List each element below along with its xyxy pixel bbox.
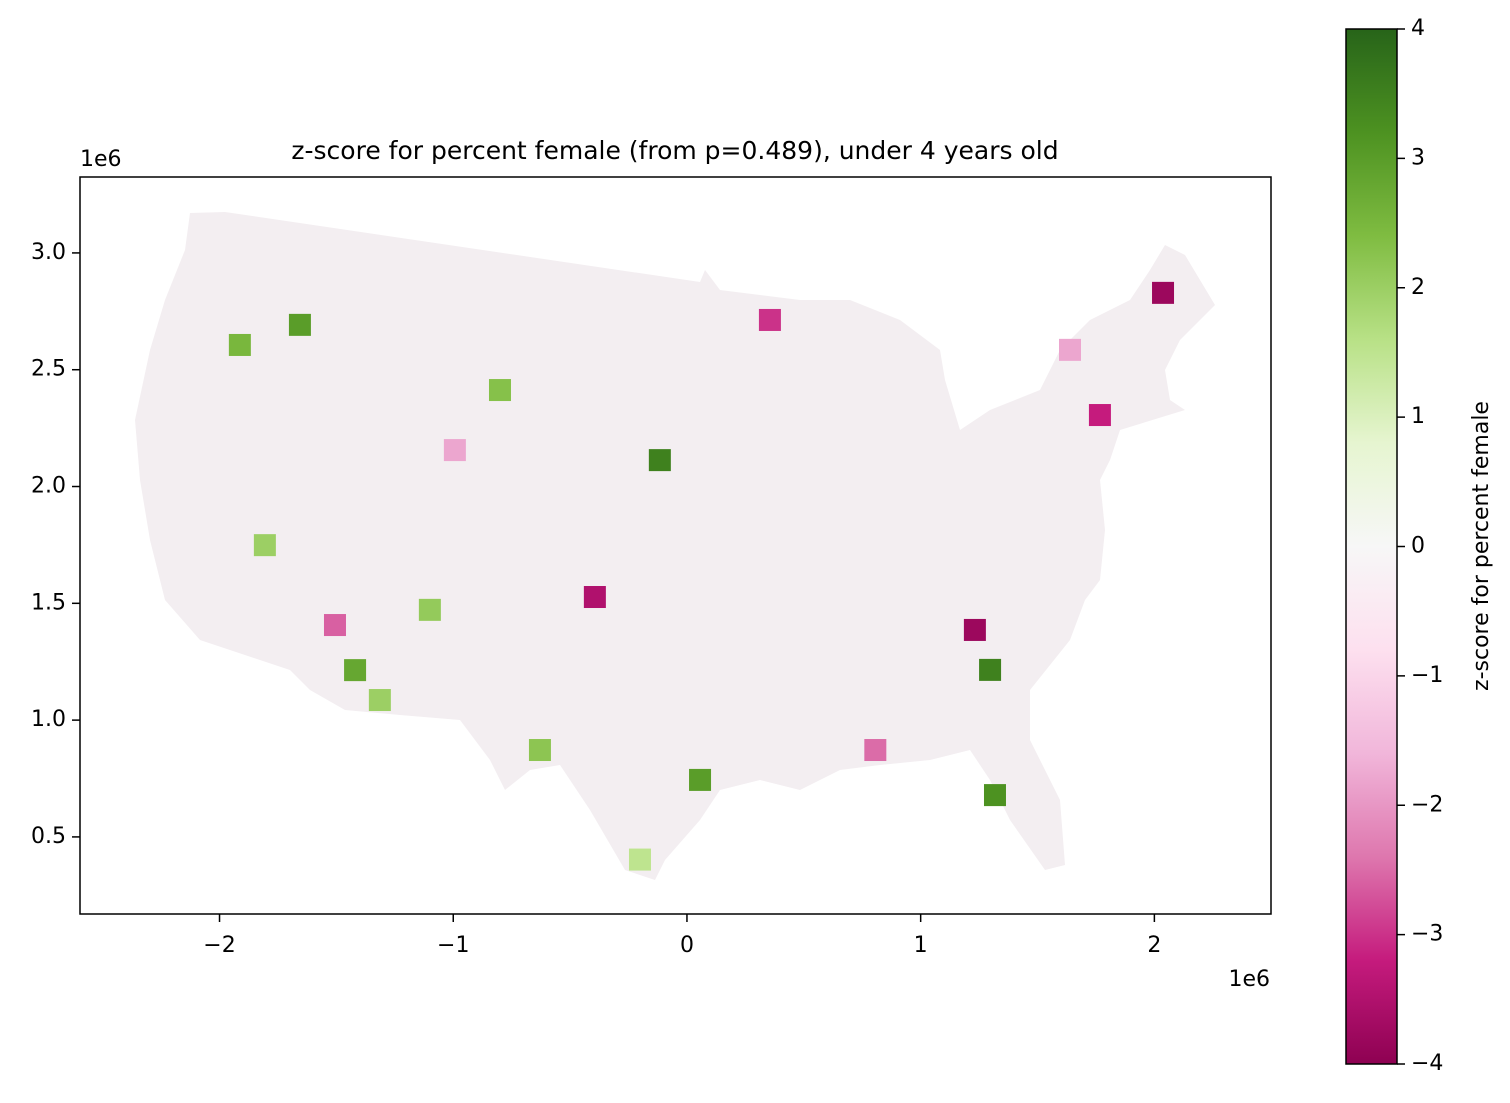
y-tick-label: 1.0 <box>31 707 66 732</box>
x-tick-label: −2 <box>203 933 235 958</box>
region <box>979 658 1002 681</box>
x-tick-label: −1 <box>437 933 469 958</box>
region <box>323 614 346 637</box>
region <box>418 598 441 621</box>
region <box>344 659 367 682</box>
colorbar-tick-label: 2 <box>1411 275 1425 300</box>
colorbar-tick-label: −3 <box>1411 922 1443 947</box>
region <box>253 534 276 557</box>
region <box>628 848 651 871</box>
y-tick-label: 0.5 <box>31 824 66 849</box>
region <box>758 308 781 331</box>
x-offset-label: 1e6 <box>1228 967 1270 992</box>
y-tick-label: 2.5 <box>31 357 66 382</box>
y-tick-label: 3.0 <box>31 240 66 265</box>
colorbar-tick-label: −2 <box>1411 792 1443 817</box>
y-offset-label: 1e6 <box>80 147 122 172</box>
y-tick-label: 2.0 <box>31 474 66 499</box>
region <box>488 379 511 402</box>
colorbar-tick-label: −1 <box>1411 663 1443 688</box>
region <box>368 689 391 712</box>
region <box>443 439 466 462</box>
x-tick-label: 0 <box>680 933 694 958</box>
colorbar-tick-label: 4 <box>1411 16 1425 41</box>
colorbar <box>1345 28 1398 1065</box>
us-outline <box>135 212 1215 880</box>
region <box>648 449 671 472</box>
region <box>983 784 1006 807</box>
region <box>228 333 251 356</box>
region <box>1088 404 1111 427</box>
region <box>288 313 311 336</box>
x-tick-label: 2 <box>1147 933 1161 958</box>
x-tick-label: 1 <box>914 933 928 958</box>
region <box>583 586 606 609</box>
colorbar-tick-label: 3 <box>1411 145 1425 170</box>
plot-frame <box>79 176 1272 915</box>
colorbar-tick-label: 1 <box>1411 404 1425 429</box>
region <box>864 739 887 762</box>
region <box>1152 281 1175 304</box>
y-tick-label: 1.5 <box>31 590 66 615</box>
region <box>689 768 712 791</box>
region <box>528 739 551 762</box>
colorbar-label: z-score for percent female <box>1469 401 1494 691</box>
region <box>963 618 986 641</box>
region <box>1059 338 1082 361</box>
chart-title: z-score for percent female (from p=0.489… <box>291 136 1058 165</box>
colorbar-tick-label: 0 <box>1411 534 1425 559</box>
colorbar-tick-label: −4 <box>1411 1051 1443 1076</box>
